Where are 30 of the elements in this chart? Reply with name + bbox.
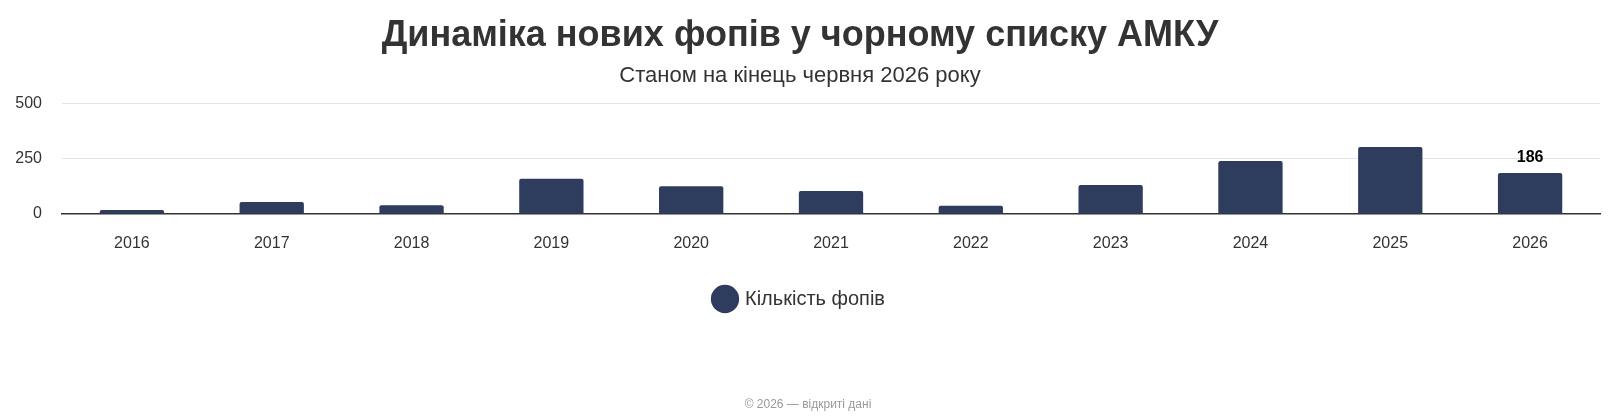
bar: [798, 191, 864, 214]
bar: [1358, 147, 1423, 214]
x-tick-label: 2018: [393, 234, 430, 252]
data-label: 186: [1516, 148, 1544, 166]
x-tick-label: 2025: [1372, 234, 1409, 252]
x-tick-label: 2021: [813, 234, 849, 252]
x-tick-label: 2026: [1512, 234, 1548, 252]
chart-title: Динаміка нових фопів у чорному списку АМКУ: [381, 12, 1219, 54]
x-tick-label: 2024: [1232, 234, 1269, 252]
bar: [1497, 172, 1563, 214]
x-tick-label: 2020: [673, 234, 710, 252]
x-tick-label: 2016: [114, 234, 150, 252]
x-tick-label: 2019: [533, 234, 570, 252]
x-tick-label: 2023: [1092, 234, 1129, 252]
bar: [1218, 161, 1283, 214]
legend-label: Кількість фопів: [745, 286, 885, 309]
bar: [659, 186, 724, 214]
y-tick-label: 0: [33, 204, 43, 222]
chart-subtitle: Станом на кінець червня 2026 року: [619, 62, 981, 88]
y-tick-label: 500: [15, 94, 43, 112]
bar: [379, 205, 444, 214]
y-tick-label: 250: [15, 149, 43, 167]
bar: [519, 178, 584, 214]
bar: [938, 205, 1003, 214]
bar: [99, 210, 165, 214]
bar: [1078, 185, 1143, 214]
x-tick-label: 2022: [953, 234, 989, 252]
x-tick-label: 2017: [253, 234, 290, 252]
bar: [239, 202, 304, 214]
text: © 2026 — відкриті дані: [744, 397, 872, 412]
